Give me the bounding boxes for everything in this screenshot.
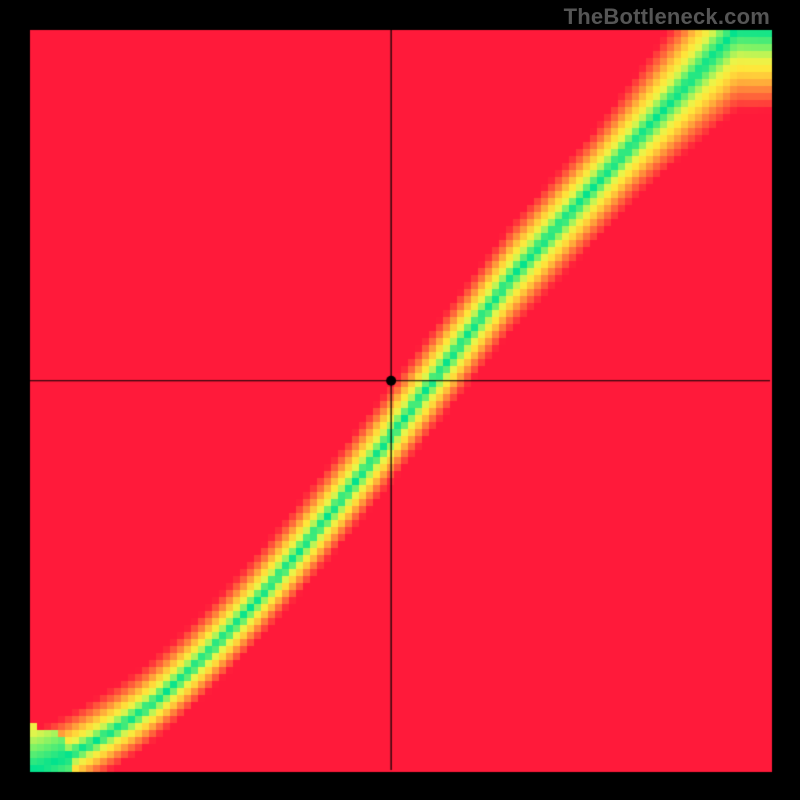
bottleneck-heatmap <box>0 0 800 800</box>
watermark-text: TheBottleneck.com <box>564 4 770 30</box>
